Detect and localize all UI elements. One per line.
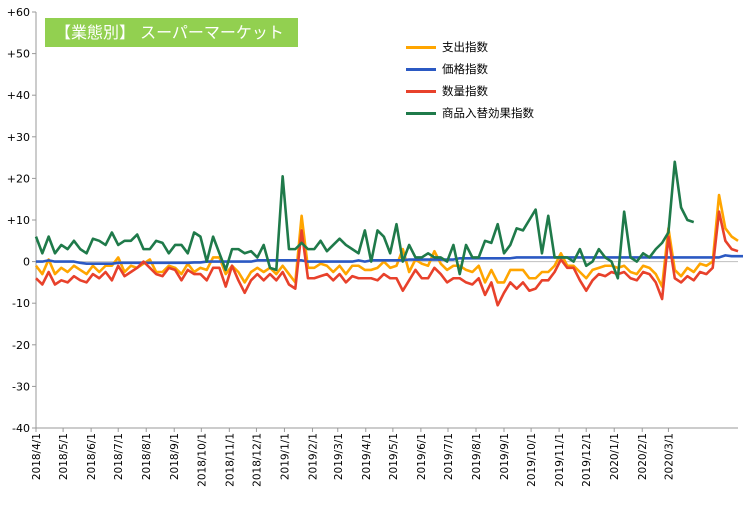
- x-tick-label: 2020/3/1: [663, 433, 675, 480]
- x-tick-label: 2018/11/1: [224, 433, 236, 487]
- x-axis: 2018/4/1 2018/5/1 2018/6/1 2018/7/1 2018/8/1…: [31, 427, 738, 487]
- y-tick-label: -10: [12, 297, 30, 310]
- series-line-2: [35, 210, 739, 307]
- y-tick-label: +10: [7, 214, 30, 227]
- series-line-0: [34, 193, 739, 288]
- x-tick-label: 2018/10/1: [196, 433, 208, 487]
- x-tick-label: 2019/12/1: [581, 433, 593, 487]
- legend-label-price: 価格指数: [442, 62, 488, 76]
- x-tick-label: 2019/11/1: [554, 433, 566, 487]
- x-tick-label: 2019/2/1: [307, 433, 319, 480]
- x-tick-label: 2018/6/1: [86, 433, 98, 480]
- x-tick-label: 2019/5/1: [388, 433, 400, 480]
- x-tick-label: 2018/8/1: [141, 433, 153, 480]
- y-tick-label: -30: [12, 380, 30, 393]
- x-tick-label: 2020/1/1: [609, 433, 621, 480]
- series-line-3: [34, 160, 695, 280]
- legend-item-spending: 支出指数: [406, 36, 534, 58]
- x-tick-label: 2019/9/1: [499, 433, 511, 480]
- y-tick-label: +20: [7, 172, 30, 185]
- x-tick-label: 2018/5/1: [58, 433, 70, 480]
- y-tick-label: -20: [12, 339, 30, 352]
- x-tick-label: 2019/3/1: [333, 433, 345, 480]
- series-line-1: [36, 254, 743, 265]
- x-tick-label: 2019/6/1: [416, 433, 428, 480]
- y-axis: +60 +50 +40 +30 +20 +10 0 -10 -20 -30 -40: [7, 6, 37, 435]
- x-tick-label: 2019/8/1: [471, 433, 483, 480]
- y-tick-label: +30: [7, 131, 30, 144]
- legend-swatch-price: [406, 67, 436, 71]
- y-tick-label: 0: [23, 256, 30, 269]
- legend-swatch-spending: [406, 45, 436, 49]
- legend-item-quantity: 数量指数: [406, 80, 534, 102]
- legend-swatch-quantity: [406, 89, 436, 93]
- legend-item-replacement: 商品入替効果指数: [406, 102, 534, 124]
- legend-label-spending: 支出指数: [442, 40, 488, 54]
- x-tick-label: 2019/1/1: [279, 433, 291, 480]
- y-tick-label: -40: [12, 422, 30, 435]
- legend-item-price: 価格指数: [406, 58, 534, 80]
- x-tick-label: 2019/7/1: [443, 433, 455, 480]
- chart-legend: 支出指数 価格指数 数量指数 商品入替効果指数: [406, 36, 534, 124]
- legend-swatch-replacement: [406, 111, 436, 115]
- y-tick-label: +60: [7, 6, 30, 19]
- x-tick-label: 2019/4/1: [361, 433, 373, 480]
- series-lines: [34, 160, 743, 307]
- y-tick-label: +50: [7, 48, 30, 61]
- legend-label-replacement: 商品入替効果指数: [442, 106, 534, 120]
- x-tick-label: 2020/2/1: [637, 433, 649, 480]
- x-tick-label: 2018/12/1: [251, 433, 263, 487]
- x-tick-label: 2018/7/1: [113, 433, 125, 480]
- x-tick-label: 2018/4/1: [31, 433, 43, 480]
- y-tick-label: +40: [7, 89, 30, 102]
- x-tick-label: 2018/9/1: [169, 433, 181, 480]
- x-tick-label: 2019/10/1: [526, 433, 538, 487]
- chart-title: 【業態別】 スーパーマーケット: [45, 18, 298, 47]
- legend-label-quantity: 数量指数: [442, 84, 488, 98]
